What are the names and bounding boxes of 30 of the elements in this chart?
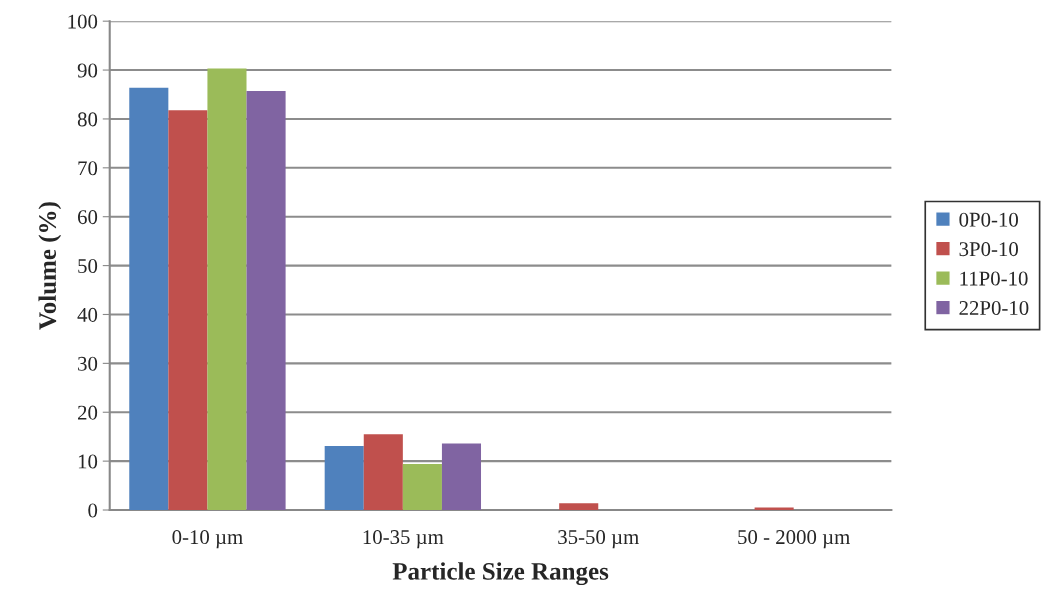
x-axis-title: Particle Size Ranges xyxy=(392,562,609,586)
y-tick-label: 0 xyxy=(88,503,98,518)
y-tick-label: 70 xyxy=(78,161,98,176)
bar xyxy=(246,91,286,511)
bar xyxy=(363,434,403,511)
x-tick-label: 0-10 µm xyxy=(172,530,243,549)
y-tick-label: 80 xyxy=(77,112,98,127)
y-axis-title: Volume (%) xyxy=(38,202,62,330)
x-tick-label: 35-50 µm xyxy=(558,530,639,549)
y-tick-label: 60 xyxy=(77,210,98,225)
bar xyxy=(559,503,599,511)
y-tick-label: 10 xyxy=(78,454,98,469)
legend-label: 0P0-10 xyxy=(959,212,1018,227)
y-tick-label: 50 xyxy=(78,258,98,274)
legend-label: 22P0-10 xyxy=(959,300,1029,316)
y-tick-label: 90 xyxy=(77,63,98,78)
y-tick-label: 40 xyxy=(77,307,98,322)
y-tick-label: 100 xyxy=(68,14,98,29)
y-tick-label: 30 xyxy=(78,356,98,371)
bar xyxy=(402,464,442,511)
bar xyxy=(324,445,364,511)
bar xyxy=(207,68,247,511)
legend-label: 3P0-10 xyxy=(959,242,1018,257)
bar xyxy=(168,110,208,511)
x-tick-label: 10-35 µm xyxy=(363,530,444,549)
bar xyxy=(129,87,169,511)
y-tick-label: 20 xyxy=(78,405,98,420)
legend-label: 11P0-10 xyxy=(960,271,1028,286)
bar xyxy=(441,443,482,511)
x-tick-label: 50 - 2000 µm xyxy=(738,530,850,549)
